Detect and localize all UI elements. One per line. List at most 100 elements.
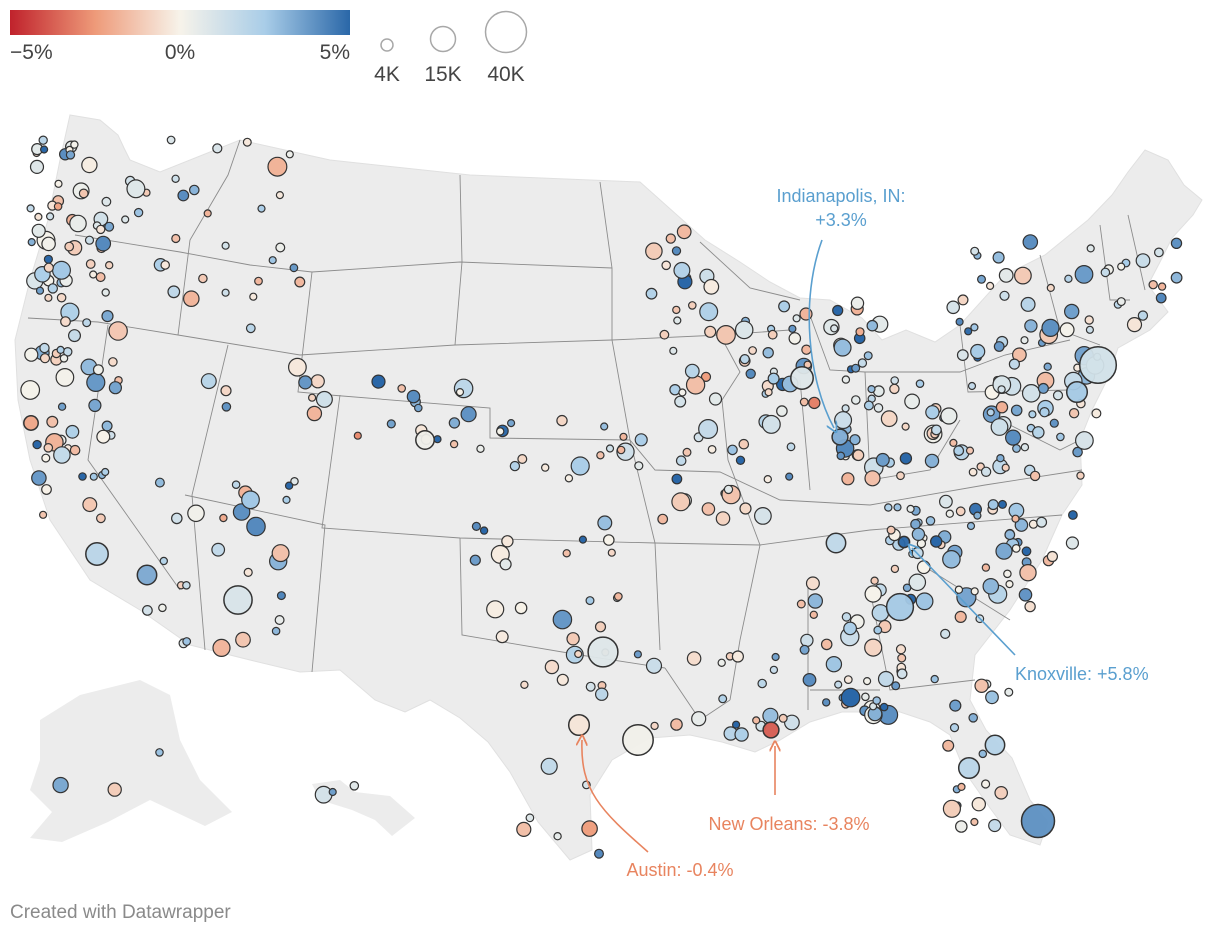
metro-bubble <box>691 711 707 727</box>
metro-bubble <box>29 159 45 174</box>
metro-bubble <box>834 680 843 689</box>
metro-bubble <box>949 438 958 447</box>
metro-bubble <box>433 435 442 444</box>
metro-bubble <box>1064 274 1073 283</box>
metro-bubble <box>469 554 481 566</box>
metro-bubble <box>82 318 92 328</box>
metro-bubble <box>52 776 69 794</box>
annotation-new-orleans: New Orleans: -3.8% <box>708 746 870 834</box>
metro-bubble <box>159 556 168 566</box>
metro-bubble <box>841 612 852 622</box>
metro-bubble <box>32 439 42 450</box>
metro-bubble <box>880 410 898 428</box>
metro-bubble <box>864 638 883 657</box>
metro-bubble <box>566 632 580 646</box>
metro-bubble <box>243 567 253 578</box>
metro-bubble <box>92 364 104 376</box>
metro-bubble <box>607 548 616 557</box>
metro-bubble <box>1170 271 1183 284</box>
metro-bubble <box>731 650 745 663</box>
metro-bubble <box>864 470 881 487</box>
metro-bubble <box>1029 470 1041 482</box>
metro-bubble <box>840 687 861 708</box>
metro-bubble <box>1024 319 1038 333</box>
metro-bubble <box>1012 444 1021 453</box>
metro-bubble <box>899 452 913 465</box>
metro-bubble <box>1135 253 1151 269</box>
metro-bubble <box>970 817 979 827</box>
metro-bubble <box>930 674 939 684</box>
metro-bubble <box>855 327 865 337</box>
metro-bubble <box>314 785 333 804</box>
metro-bubble <box>802 673 817 687</box>
metro-bubble <box>931 424 942 436</box>
metro-bubble <box>873 625 883 635</box>
metro-bubble <box>1065 536 1080 550</box>
metro-bubble <box>53 446 71 464</box>
metro-bubble <box>895 644 907 655</box>
metro-bubble <box>700 371 712 382</box>
metro-bubble <box>982 577 1000 595</box>
metro-bubble <box>762 347 774 359</box>
color-legend-min: −5% <box>10 41 53 64</box>
metro-bubble <box>95 513 106 524</box>
metro-bubble <box>267 156 288 177</box>
metro-bubble <box>915 592 934 611</box>
metro-bubble <box>925 405 940 420</box>
metro-bubble <box>59 353 69 363</box>
metro-bubble <box>95 272 106 283</box>
metro-bubble <box>288 357 307 377</box>
metro-bubble <box>1003 569 1012 579</box>
metro-bubble <box>915 379 925 389</box>
metro-bubble <box>594 621 607 633</box>
metro-bubble <box>930 535 943 548</box>
metro-bubble <box>739 354 750 365</box>
metro-bubble <box>884 503 893 512</box>
metro-bubble <box>767 372 780 385</box>
metro-bubble <box>993 341 1005 352</box>
metro-bubble <box>449 439 459 449</box>
metro-bubble <box>942 739 955 752</box>
metro-bubble <box>60 316 71 328</box>
metro-bubble <box>674 395 687 408</box>
metro-bubble <box>1021 383 1041 403</box>
metro-bubble <box>41 484 52 495</box>
metro-bubble <box>987 499 999 511</box>
metro-bubble <box>985 281 995 290</box>
metro-bubble <box>39 145 49 154</box>
metro-bubble <box>669 346 678 355</box>
metro-bubble <box>619 432 628 441</box>
metro-bubble <box>183 290 200 307</box>
metro-bubble <box>386 419 396 429</box>
metro-bubble <box>56 292 67 303</box>
metro-bubble <box>1021 546 1032 557</box>
metro-bubble <box>788 332 802 345</box>
metro-bubble <box>978 749 988 759</box>
metro-bubble <box>241 490 260 510</box>
metro-bubble <box>980 779 991 789</box>
metro-bubble <box>246 516 266 537</box>
metro-bubble <box>911 527 926 542</box>
metro-bubble <box>95 224 106 235</box>
metro-bubble <box>843 621 857 636</box>
metro-bubble <box>34 212 43 221</box>
metro-bubble <box>1072 446 1083 458</box>
metro-bubble <box>946 300 960 315</box>
metro-bubble <box>47 283 59 294</box>
metro-bubble <box>731 720 741 729</box>
metro-bubble <box>955 317 964 326</box>
metro-bubble <box>26 204 35 213</box>
metro-bubble <box>96 429 111 444</box>
metro-bubble <box>212 143 223 154</box>
metro-bubble <box>924 453 940 469</box>
metro-bubble <box>992 251 1005 264</box>
metro-bubble <box>232 503 251 521</box>
metro-bubble <box>771 652 780 662</box>
metro-bubble <box>738 438 750 450</box>
metro-bubble <box>864 585 882 603</box>
city-bubble-indianapolis-in <box>831 428 849 446</box>
metro-bubble <box>82 497 98 513</box>
metro-bubble <box>544 659 560 675</box>
city-bubble-riverside-area <box>136 564 158 586</box>
